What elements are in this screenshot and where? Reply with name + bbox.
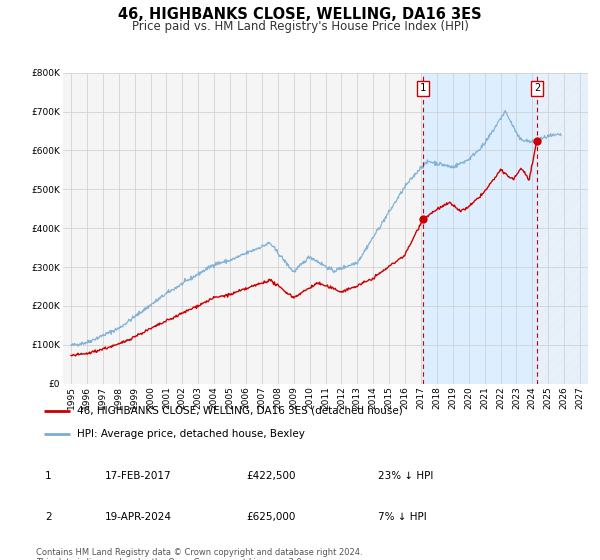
Bar [423,73,537,384]
Text: £625,000: £625,000 [246,512,295,522]
Text: 2: 2 [534,83,540,94]
Text: 46, HIGHBANKS CLOSE, WELLING, DA16 3ES (detached house): 46, HIGHBANKS CLOSE, WELLING, DA16 3ES (… [77,406,403,416]
Bar [537,73,588,384]
Text: 23% ↓ HPI: 23% ↓ HPI [378,471,433,481]
Text: HPI: Average price, detached house, Bexley: HPI: Average price, detached house, Bexl… [77,429,305,438]
Text: 19-APR-2024: 19-APR-2024 [105,512,172,522]
Text: Price paid vs. HM Land Registry's House Price Index (HPI): Price paid vs. HM Land Registry's House … [131,20,469,32]
Text: 1: 1 [45,471,52,481]
Text: 2: 2 [45,512,52,522]
Text: £422,500: £422,500 [246,471,296,481]
Text: 1: 1 [420,83,426,94]
Text: Contains HM Land Registry data © Crown copyright and database right 2024.
This d: Contains HM Land Registry data © Crown c… [36,548,362,560]
Text: 17-FEB-2017: 17-FEB-2017 [105,471,172,481]
Text: 46, HIGHBANKS CLOSE, WELLING, DA16 3ES: 46, HIGHBANKS CLOSE, WELLING, DA16 3ES [118,7,482,22]
Text: 7% ↓ HPI: 7% ↓ HPI [378,512,427,522]
